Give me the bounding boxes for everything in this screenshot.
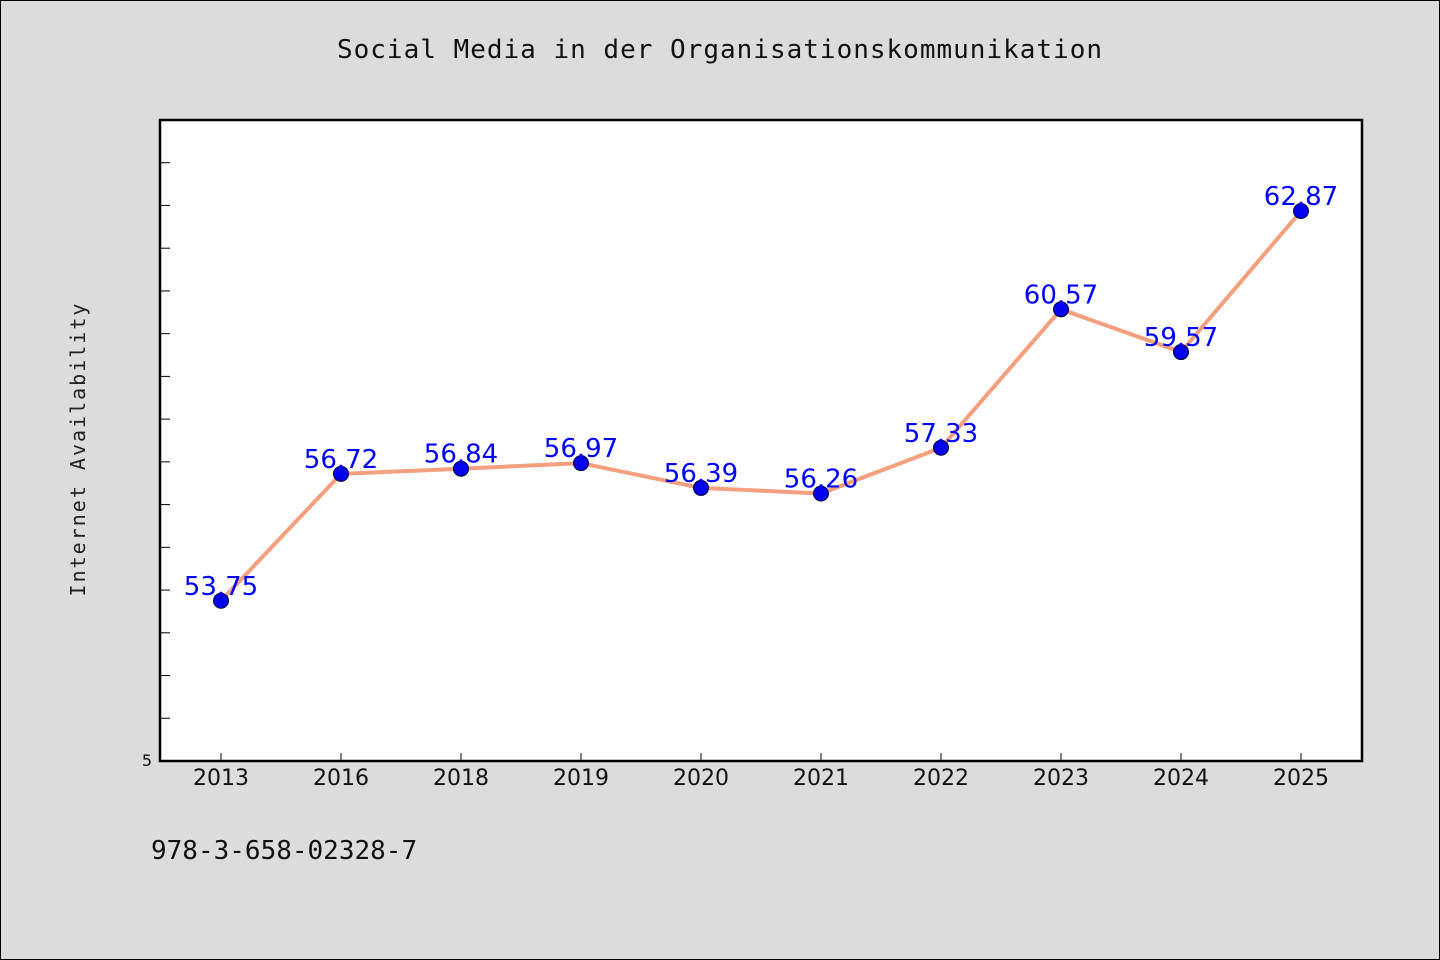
x-tick-label: 2024 xyxy=(1153,766,1209,791)
data-label: 56.39 xyxy=(664,459,738,489)
data-point xyxy=(1053,301,1069,318)
x-tick-label: 2019 xyxy=(553,766,609,791)
plot-frame xyxy=(158,118,1364,763)
data-point xyxy=(813,485,829,502)
data-label: 53.75 xyxy=(184,572,258,602)
data-label: 56.26 xyxy=(784,464,858,494)
data-label: 59.57 xyxy=(1144,323,1218,353)
data-label: 57.33 xyxy=(904,419,978,449)
chart-title: Social Media in der Organisationskommuni… xyxy=(336,35,1104,65)
x-tick-label: 2021 xyxy=(793,766,849,791)
data-point xyxy=(213,592,229,609)
x-tick-label: 2022 xyxy=(913,766,969,791)
data-label: 56.97 xyxy=(544,434,618,464)
y-tick-label: 5 xyxy=(142,751,152,770)
data-point xyxy=(573,455,589,472)
x-tick-label: 2013 xyxy=(193,766,249,791)
data-label: 62.87 xyxy=(1264,182,1338,212)
data-label: 56.84 xyxy=(424,440,498,470)
data-point xyxy=(693,479,709,496)
x-tick-label: 2025 xyxy=(1273,766,1329,791)
x-tick-label: 2023 xyxy=(1033,766,1089,791)
data-point xyxy=(1293,203,1309,220)
series-line xyxy=(219,209,1303,603)
footnote-isbn: 978-3-658-02328-7 xyxy=(151,836,418,866)
data-point xyxy=(453,460,469,477)
x-tick-label: 2018 xyxy=(433,766,489,791)
x-tick-label: 2020 xyxy=(673,766,729,791)
data-point xyxy=(933,439,949,456)
data-point xyxy=(1173,344,1189,361)
data-label: 60.57 xyxy=(1024,280,1098,310)
data-point xyxy=(333,465,349,482)
plot-area xyxy=(160,120,1362,761)
x-tick-label: 2016 xyxy=(313,766,369,791)
data-label: 56.72 xyxy=(304,445,378,475)
